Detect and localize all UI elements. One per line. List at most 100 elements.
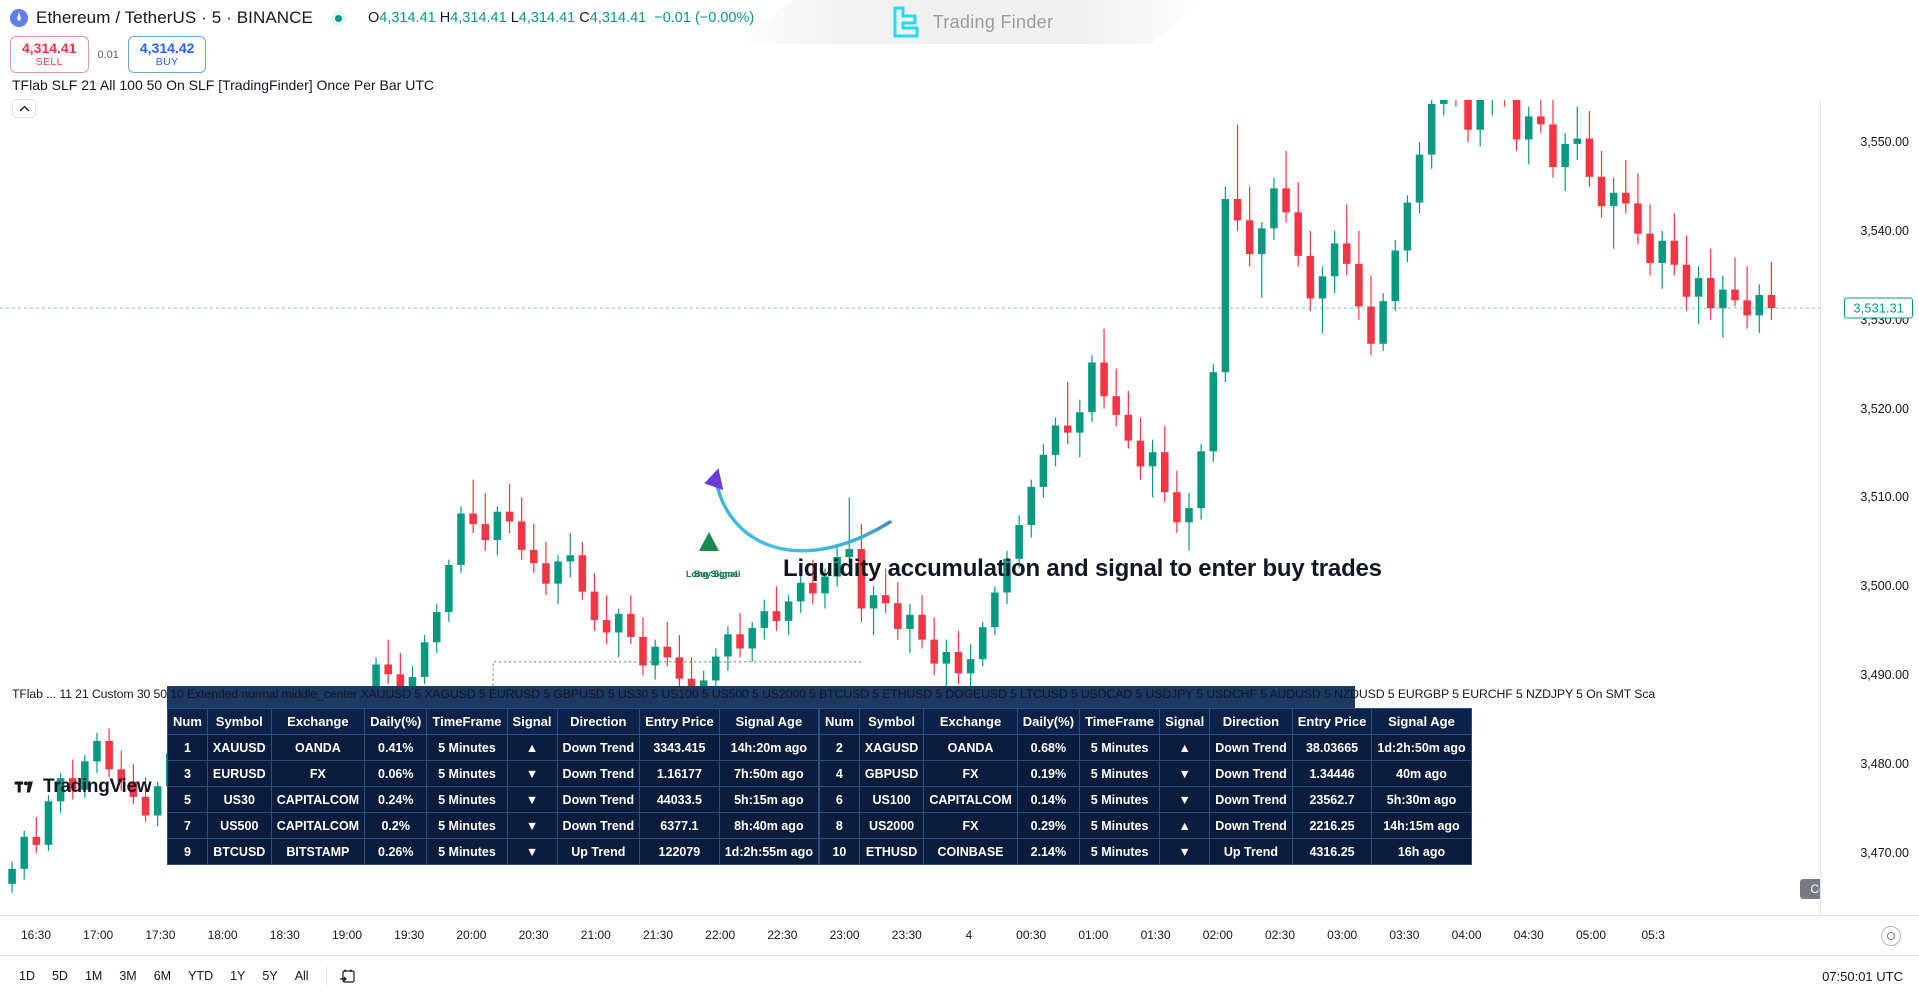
cell-num: 9 [167, 838, 208, 865]
cell-timeframe: 5 Minutes [1079, 760, 1161, 787]
cell-exchange: BITSTAMP [270, 838, 366, 865]
cell-signal-age: 40m ago [1371, 760, 1472, 787]
range-button-1y[interactable]: 1Y [230, 969, 246, 983]
cell-symbol: XAGUSD [858, 734, 925, 761]
cell-symbol: US500 [206, 812, 272, 839]
time-tick: 01:00 [1078, 928, 1109, 942]
cell-exchange: COINBASE [923, 838, 1018, 865]
cell-exchange: CAPITALCOM [270, 786, 366, 813]
chart-header: Ethereum / TetherUS · 5 · BINANCE O4,314… [0, 0, 1919, 118]
time-tick: 00:30 [1016, 928, 1047, 942]
cell-num: 4 [818, 760, 860, 787]
cell-timeframe: 5 Minutes [1079, 786, 1161, 813]
cell-signal-age: 1d:2h:55m ago [718, 838, 819, 865]
range-button-all[interactable]: All [294, 969, 309, 983]
cell-daily: 0.68% [1016, 734, 1081, 761]
signal-up-arrow-icon: ▲ [1159, 812, 1211, 839]
table-row[interactable]: 1 XAUUSD OANDA 0.41% 5 Minutes ▲ Down Trend 334… [167, 734, 819, 761]
time-tick: 05:3 [1641, 928, 1665, 942]
range-button-1m[interactable]: 1M [84, 969, 103, 983]
time-tick: 17:30 [145, 928, 176, 942]
column-header-direction: Direction [1209, 708, 1293, 735]
price-scale[interactable]: USDT 3,560.003,550.003,540.003,530.003,5… [1820, 0, 1919, 915]
table-row[interactable]: 6 US100 CAPITALCOM 0.14% 5 Minutes ▼ Down Tren… [818, 786, 1472, 813]
cell-entry-price: 6377.1 [639, 812, 720, 839]
table-row[interactable]: 2 XAGUSD OANDA 0.68% 5 Minutes ▲ Down Trend 38.… [818, 734, 1472, 761]
signal-down-arrow-icon: ▼ [506, 812, 558, 839]
cell-direction: Down Trend [556, 760, 641, 787]
cell-timeframe: 5 Minutes [426, 760, 508, 787]
cell-entry-price: 44033.5 [639, 786, 720, 813]
cell-timeframe: 5 Minutes [1079, 812, 1161, 839]
toolbar-divider [325, 967, 327, 985]
column-header-exchange: Exchange [923, 708, 1018, 735]
range-button-ytd[interactable]: YTD [188, 969, 214, 983]
time-tick: 4 [965, 928, 973, 942]
time-tick: 02:00 [1202, 928, 1233, 942]
timezone-icon[interactable] [1881, 926, 1901, 946]
table-row[interactable]: 8 US2000 FX 0.29% 5 Minutes ▲ Down Trend 2216.2… [818, 812, 1472, 839]
cell-symbol: BTCUSD [206, 838, 272, 865]
table-row[interactable]: 3 EURUSD FX 0.06% 5 Minutes ▼ Down Trend 1.1617… [167, 760, 819, 787]
cell-exchange: CAPITALCOM [270, 812, 366, 839]
cell-direction: Down Trend [556, 786, 641, 813]
time-tick: 19:00 [331, 928, 363, 942]
column-header-signal-age: Signal Age [718, 708, 819, 735]
clock-label[interactable]: 07:50:01 UTC [1822, 968, 1903, 984]
cell-signal-age: 16h ago [1371, 838, 1472, 865]
range-button-3m[interactable]: 3M [119, 969, 137, 983]
range-button-6m[interactable]: 6M [153, 969, 172, 983]
table-row[interactable]: 9 BTCUSD BITSTAMP 0.26% 5 Minutes ▼ Up Trend 12… [167, 838, 819, 865]
cell-exchange: OANDA [923, 734, 1018, 761]
cell-num: 10 [818, 838, 860, 865]
long-signal-label: Long Signal [686, 569, 738, 579]
table-row[interactable]: 10 ETHUSD COINBASE 2.14% 5 Minutes ▼ Up Trend 4… [818, 838, 1472, 865]
cell-timeframe: 5 Minutes [1079, 838, 1161, 865]
cell-entry-price: 1.34446 [1291, 760, 1373, 787]
time-tick: 16:30 [20, 928, 52, 942]
column-header-signal: Signal [506, 708, 558, 735]
high-value: 4,314.41 [450, 10, 507, 26]
table-row[interactable]: 7 US500 CAPITALCOM 0.2% 5 Minutes ▼ Down Trend… [167, 812, 819, 839]
screener-panel-header [167, 686, 1355, 708]
time-tick: 22:00 [705, 928, 736, 942]
table-row[interactable]: 4 GBPUSD FX 0.19% 5 Minutes ▼ Down Trend 1.3444… [818, 760, 1472, 787]
cell-timeframe: 5 Minutes [426, 786, 508, 813]
time-tick: 21:30 [642, 928, 674, 942]
time-tick: 21:00 [580, 928, 611, 942]
cell-symbol: US30 [206, 786, 272, 813]
signal-down-arrow-icon: ▼ [1159, 838, 1211, 865]
sell-button[interactable]: 4,314.41 SELL [10, 36, 89, 74]
buy-button[interactable]: 4,314.42 BUY [127, 36, 207, 74]
trading-finder-logo-icon [893, 6, 919, 38]
symbol-title[interactable]: Ethereum / TetherUS · 5 · BINANCE [36, 8, 313, 27]
range-button-1d[interactable]: 1D [19, 969, 35, 983]
range-selector: 1D 5D 1M 3M 6M YTD 1Y 5Y All [12, 965, 359, 987]
screener-indicator-title[interactable]: TFlab ... 11 21 Custom 30 50 10 Extended… [12, 687, 1656, 701]
cell-signal-age: 7h:50m ago [718, 760, 819, 787]
column-header-daily---: Daily(%) [364, 708, 428, 735]
cell-exchange: CAPITALCOM [923, 786, 1018, 813]
cell-daily: 0.24% [364, 786, 428, 813]
tradingview-logo-icon [14, 781, 33, 793]
signal-down-arrow-icon: ▼ [506, 786, 558, 813]
go-to-date-icon[interactable] [337, 965, 359, 987]
price-tick: 3,480.00 [1860, 756, 1909, 771]
cell-signal-age: 5h:15m ago [718, 786, 819, 813]
table-header-row-left: Num Symbol Exchange Daily(%) TimeFrame Signal… [167, 708, 819, 735]
range-button-5y[interactable]: 5Y [262, 969, 278, 983]
column-header-timeframe: TimeFrame [1079, 708, 1161, 735]
indicator-title[interactable]: TFlab SLF 21 All 100 50 On SLF [TradingF… [12, 77, 434, 93]
signal-down-arrow-icon: ▼ [506, 838, 558, 865]
bid-ask-widget: 4,314.41 SELL 0.01 4,314.42 BUY [10, 36, 207, 74]
cell-entry-price: 23562.7 [1291, 786, 1373, 813]
chevron-up-icon[interactable] [12, 99, 36, 118]
cell-num: 3 [167, 760, 208, 787]
table-row[interactable]: 5 US30 CAPITALCOM 0.24% 5 Minutes ▼ Down Trend… [167, 786, 819, 813]
cell-symbol: US100 [858, 786, 925, 813]
time-scale[interactable]: 16:30 17:00 17:30 18:00 18:30 19:00 19:30 20:00… [0, 915, 1919, 955]
price-change: −0.01 (−0.00%) [654, 10, 755, 26]
cell-exchange: FX [923, 760, 1018, 787]
range-button-5d[interactable]: 5D [51, 969, 68, 983]
column-header-daily---: Daily(%) [1016, 708, 1081, 735]
